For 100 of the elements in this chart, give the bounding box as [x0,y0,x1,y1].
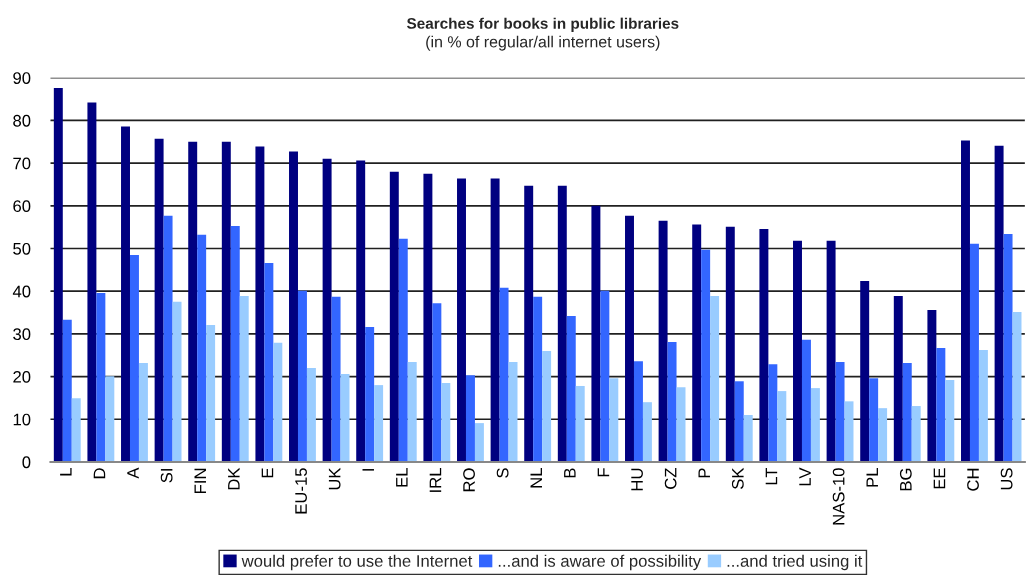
x-tick-label: D [93,468,106,479]
bar [306,368,316,462]
y-tick-label: 20 [13,370,31,383]
bar [53,88,63,462]
bar [331,296,341,462]
bar [389,171,399,462]
bar [255,146,265,462]
bar [129,254,139,462]
x-tick-label: CZ [664,468,677,489]
bar [575,385,585,462]
bar [172,301,182,462]
bar [230,225,240,462]
x-tick-label: HU [631,468,643,491]
bar [154,138,164,462]
bar [356,160,366,462]
bar [911,406,921,462]
bar [869,378,879,462]
x-tick-label: PL [866,468,878,487]
bar [96,292,106,462]
chart-subtitle: (in % of regular/all internet users) [426,35,660,51]
x-tick-label: RO [463,468,475,492]
bar [768,364,778,462]
bar [969,243,979,462]
bar [633,361,643,462]
bar [667,342,677,462]
legend-label: ...and tried using it [727,554,863,571]
x-tick-label: NL [530,468,542,488]
bar [432,303,442,462]
bar [423,173,433,462]
bar [188,141,198,462]
bar [289,151,298,462]
bar [138,362,148,462]
x-tick-label: FIN [194,468,206,493]
bar [322,158,332,462]
x-tick-label: S [496,468,509,478]
x-tick-label: LT [765,467,778,485]
bar [465,375,475,462]
bar [945,379,955,462]
legend-label: would prefer to use the Internet [241,554,473,571]
bar [441,382,451,462]
bar [273,342,283,462]
bar [609,378,619,462]
x-tick-label: NAS-10 [832,468,845,525]
bar [71,398,81,462]
bar [902,362,912,462]
bar [860,280,870,462]
x-tick-label: I [362,469,374,471]
bar [499,287,509,462]
y-tick-label: 30 [13,328,31,341]
x-tick-label: EU-15 [295,468,307,514]
x-tick-label: BG [899,468,912,491]
bar [264,263,274,462]
bar [591,205,601,462]
bar [710,295,720,462]
bar [508,362,518,462]
x-tick-label: P [698,468,710,478]
bar [777,391,787,462]
bar [206,324,216,462]
bar [793,240,802,462]
bar [835,362,845,462]
legend-label: ...and is aware of possibility [498,554,702,571]
bar [725,226,735,462]
bar [810,388,820,462]
x-tick-label: US [1000,468,1013,490]
bar [936,347,946,462]
bar [221,141,231,462]
bar [533,296,543,462]
bar [961,140,970,462]
x-tick-label: EE [933,468,946,489]
y-tick-label: 50 [13,242,31,255]
bar [743,415,753,462]
bar [642,402,652,462]
bar [701,249,711,462]
bar [163,215,173,462]
bar [542,350,552,462]
x-tick-label: F [597,468,610,477]
y-tick-label: 0 [22,456,31,469]
bar [658,220,668,462]
x-tick-label: SI [160,469,173,483]
bar [121,126,130,462]
y-tick-label: 40 [12,285,31,298]
bar [197,234,207,462]
y-tick-label: 80 [13,114,31,127]
x-tick-label: B [564,468,576,478]
x-tick-label: CH [967,468,979,491]
bar [365,327,375,462]
y-tick-label: 90 [13,72,31,84]
x-tick-label: EL [396,468,408,487]
x-tick-label: L [60,468,72,476]
bar [374,385,384,462]
x-tick-label: UK [328,467,341,490]
bar [600,290,610,462]
y-tick-label: 10 [13,413,31,426]
bar [557,185,567,462]
bar [759,228,769,462]
x-tick-label: A [127,467,139,479]
bar [490,178,500,462]
x-tick-label: IRL [429,468,442,492]
bar [87,102,97,462]
bar [105,376,115,462]
